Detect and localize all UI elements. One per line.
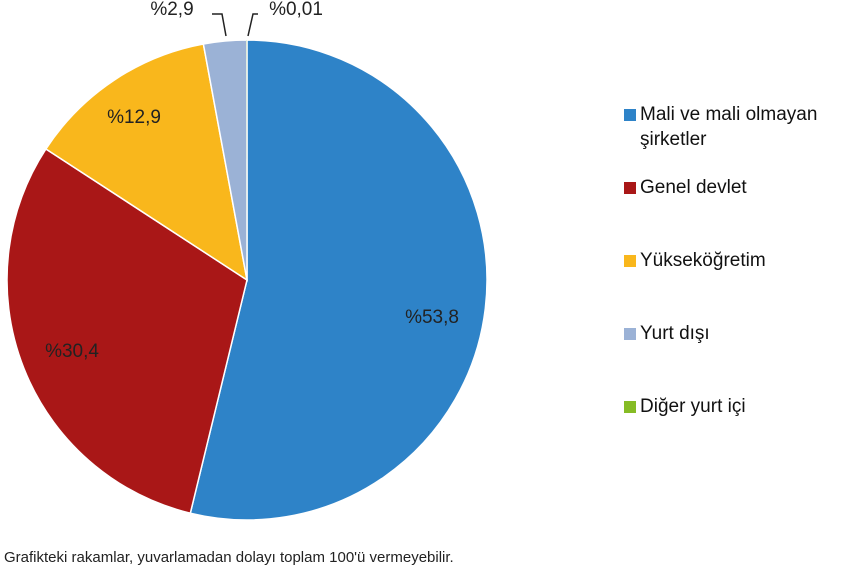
pie-chart: %53,8 %30,4 %12,9 %2,9 %0,01 [6, 0, 488, 521]
legend: Mali ve mali olmayan şirketler Genel dev… [624, 102, 864, 467]
pie-slices [6, 39, 488, 521]
footnote: Grafikteki rakamlar, yuvarlamadan dolayı… [4, 549, 454, 566]
legend-item-government: Genel devlet [624, 175, 864, 248]
legend-item-abroad: Yurt dışı [624, 321, 864, 394]
legend-swatch-companies [624, 109, 636, 121]
data-label-abroad: %2,9 [150, 0, 193, 20]
pie-slice-higher-education [44, 43, 249, 282]
legend-label-companies: Mali ve mali olmayan şirketler [640, 104, 818, 150]
legend-swatch-higher-education [624, 255, 636, 267]
data-label-companies: %53,8 [405, 307, 459, 328]
legend-item-other-domestic: Diğer yurt içi [624, 394, 864, 467]
leader-line-abroad [212, 13, 227, 37]
pie-slice-abroad [202, 39, 248, 281]
legend-label-government: Genel devlet [640, 177, 747, 198]
legend-swatch-government [624, 182, 636, 194]
data-label-higher-education: %12,9 [107, 107, 161, 128]
data-label-other-domestic: %0,01 [269, 0, 323, 20]
legend-swatch-other-domestic [624, 401, 636, 413]
legend-label-abroad: Yurt dışı [640, 323, 710, 344]
pie-slice-companies [189, 39, 488, 521]
legend-label-other-domestic: Diğer yurt içi [640, 396, 746, 417]
pie-slice-government [6, 147, 248, 515]
legend-item-companies: Mali ve mali olmayan şirketler [624, 102, 864, 175]
leader-line-other-domestic [247, 13, 258, 37]
leader-lines [212, 13, 258, 37]
data-label-government: %30,4 [45, 341, 99, 362]
legend-label-higher-education: Yükseköğretim [640, 250, 766, 271]
legend-swatch-abroad [624, 328, 636, 340]
legend-item-higher-education: Yükseköğretim [624, 248, 864, 321]
data-labels: %53,8 %30,4 %12,9 %2,9 %0,01 [45, 0, 459, 362]
